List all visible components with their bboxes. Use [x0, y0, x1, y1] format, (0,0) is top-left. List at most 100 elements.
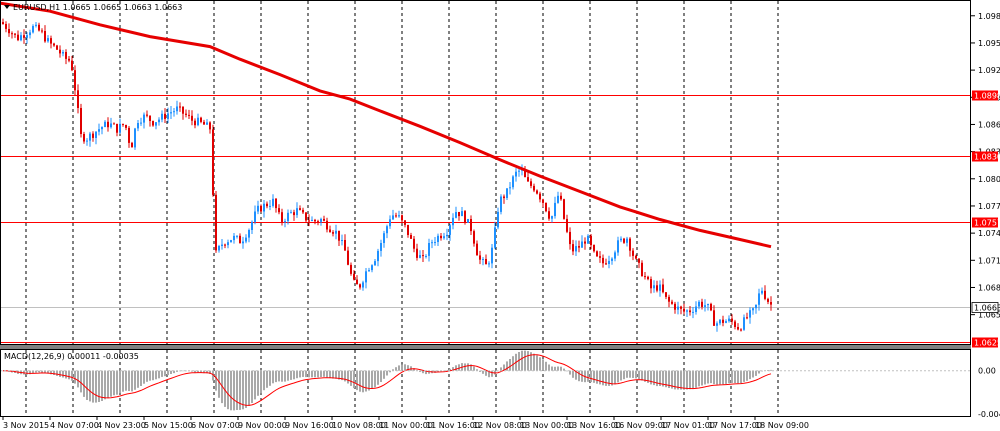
- candle-body: [11, 33, 13, 35]
- macd-bar: [122, 370, 124, 392]
- macd-bar: [695, 370, 697, 388]
- candle-body: [227, 242, 229, 246]
- time-tick-label: 11 Nov 16:00: [426, 421, 480, 430]
- macd-bar: [698, 370, 700, 387]
- macd-bar: [92, 370, 94, 403]
- candle-body: [527, 177, 529, 182]
- macd-bar: [341, 370, 343, 381]
- candle-body: [641, 262, 643, 277]
- candle-body: [491, 247, 493, 264]
- candle-body: [149, 115, 151, 121]
- macd-bar: [158, 370, 160, 379]
- candle-body: [581, 241, 583, 248]
- candle-body: [269, 205, 271, 207]
- macd-bar: [506, 361, 508, 371]
- candle-body: [44, 31, 46, 42]
- candle-body: [749, 310, 751, 318]
- candle-body: [590, 235, 592, 246]
- candle-body: [92, 133, 94, 138]
- candle-body: [131, 142, 133, 148]
- level-tag-bg: [972, 90, 998, 101]
- macd-bar: [662, 370, 664, 387]
- macd-bar: [86, 370, 88, 400]
- candle-body: [539, 193, 541, 200]
- time-tick-label: 18 Nov 09:00: [755, 421, 809, 430]
- candle-body: [422, 255, 424, 257]
- candle-body: [392, 215, 394, 220]
- candle-body: [137, 123, 139, 129]
- candle-body: [245, 237, 247, 242]
- candle-body: [638, 258, 640, 263]
- candle-body: [545, 202, 547, 212]
- macd-bar: [653, 370, 655, 386]
- candle-body: [353, 273, 355, 280]
- macd-bar: [302, 370, 304, 377]
- macd-bar: [449, 368, 451, 371]
- candle-body: [326, 220, 328, 230]
- macd-bar: [509, 359, 511, 371]
- macd-bar: [104, 370, 106, 400]
- time-tick-label: 5 Nov 15:00: [144, 421, 193, 430]
- candle-body: [683, 308, 685, 312]
- macd-bar: [89, 370, 91, 402]
- candle-body: [185, 113, 187, 115]
- candle-body: [179, 106, 181, 108]
- candle-body: [428, 243, 430, 256]
- candle-body: [449, 225, 451, 235]
- candle-body: [200, 117, 202, 122]
- candle-body: [359, 284, 361, 288]
- macd-bar: [383, 370, 385, 379]
- candle-body: [278, 208, 280, 213]
- candle-body: [302, 209, 304, 213]
- candle-body: [536, 190, 538, 194]
- horizontal-levels[interactable]: [0, 95, 971, 343]
- macd-bar: [611, 370, 613, 386]
- macd-bar: [35, 370, 37, 373]
- macd-bar: [230, 370, 232, 411]
- macd-bar: [308, 370, 310, 378]
- candle-body: [722, 319, 724, 323]
- macd-bar: [692, 370, 694, 389]
- candle-body: [473, 231, 475, 244]
- candle-body: [89, 133, 91, 141]
- trendline[interactable]: [0, 1, 772, 249]
- candle-body: [476, 243, 478, 256]
- macd-bar: [677, 370, 679, 390]
- macd-bar: [644, 370, 646, 382]
- macd-bar: [524, 350, 526, 371]
- macd-bar: [44, 370, 46, 374]
- time-tick-label: 11 Nov 00:00: [379, 421, 433, 430]
- candle-body: [287, 212, 289, 222]
- candle-body: [650, 279, 652, 289]
- macd-bar: [143, 370, 145, 384]
- macd-bar: [260, 370, 262, 394]
- macd-bar: [29, 370, 31, 375]
- candle-body: [68, 58, 70, 61]
- candle-body: [80, 108, 82, 134]
- macd-bar: [548, 364, 550, 371]
- macd-bar: [59, 370, 61, 377]
- candle-body: [395, 215, 397, 217]
- candle-body: [524, 169, 526, 178]
- candle-body: [620, 238, 622, 241]
- chart-menu-triangle-icon[interactable]: [4, 5, 10, 9]
- candle-body: [266, 203, 268, 207]
- macd-tick-label: -0.00417: [978, 410, 1000, 419]
- candle-body: [140, 122, 142, 124]
- candle-body: [743, 317, 745, 330]
- candle-body: [197, 117, 199, 126]
- candle-body: [362, 282, 364, 288]
- candle-body: [500, 196, 502, 212]
- candle-body: [623, 238, 625, 243]
- panel-separator[interactable]: [0, 345, 971, 349]
- macd-bar: [647, 370, 649, 383]
- candle-body: [161, 113, 163, 120]
- macd-bar: [170, 370, 172, 374]
- macd-bar: [716, 370, 718, 385]
- candle-body: [254, 211, 256, 222]
- time-tick-label: 10 Nov 08:00: [332, 421, 386, 430]
- macd-bar: [68, 370, 70, 380]
- candle-body: [248, 230, 250, 238]
- candle-body: [488, 263, 490, 265]
